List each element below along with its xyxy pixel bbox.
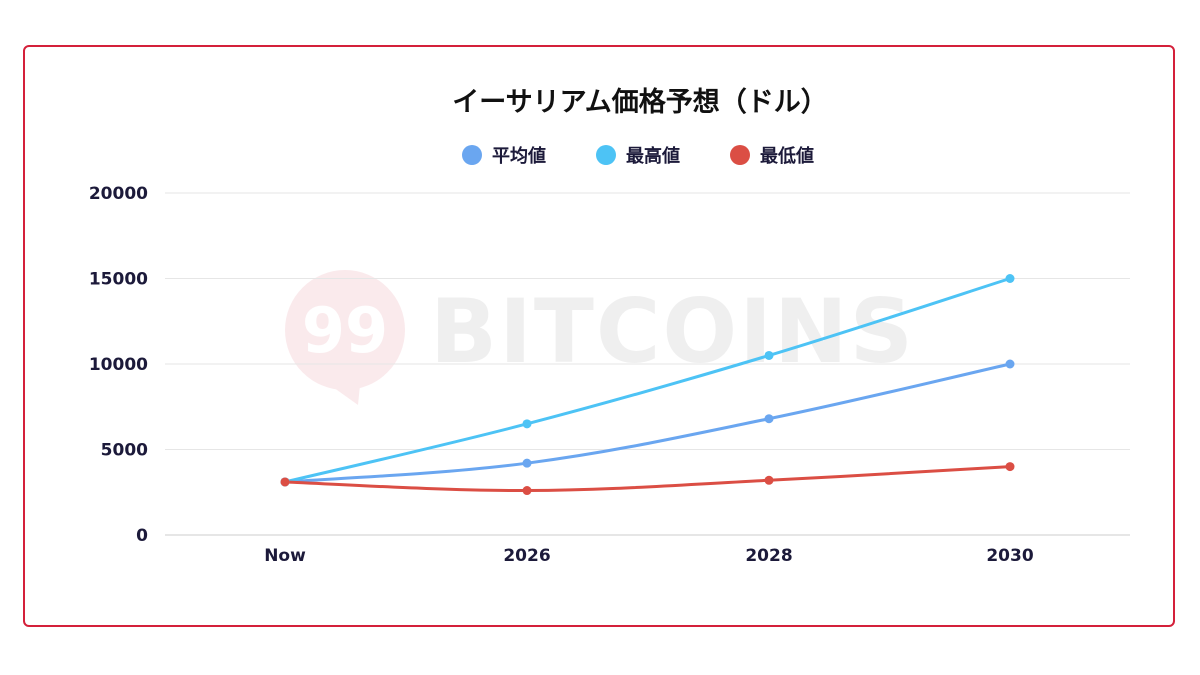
legend-label: 最高値	[626, 145, 680, 167]
y-tick-label: 15000	[89, 270, 148, 290]
watermark-logo: 99 BITCOINS	[285, 270, 915, 405]
legend-label: 最低値	[760, 145, 814, 167]
data-point	[1005, 462, 1015, 472]
data-point	[1005, 359, 1015, 369]
data-point	[280, 477, 290, 487]
data-point	[1005, 274, 1015, 283]
y-tick-label: 10000	[89, 355, 148, 375]
data-point	[522, 419, 532, 429]
legend-marker	[462, 145, 482, 165]
series-line	[284, 362, 1011, 484]
x-tick-label: Now	[264, 546, 306, 566]
y-tick-label: 20000	[89, 184, 148, 204]
data-point	[522, 458, 532, 468]
series-line	[284, 277, 1011, 484]
svg-text:99: 99	[302, 294, 388, 367]
x-tick-label: 2028	[745, 546, 792, 566]
svg-text:BITCOINS: BITCOINS	[430, 280, 915, 383]
data-point	[522, 486, 532, 496]
y-tick-label: 5000	[101, 441, 148, 461]
x-tick-label: 2026	[503, 546, 550, 566]
chart-frame	[23, 45, 1175, 627]
chart-title: イーサリアム価格予想（ドル）	[452, 87, 828, 118]
data-point	[764, 414, 774, 424]
data-point	[764, 350, 774, 360]
data-point	[764, 475, 774, 485]
legend: 平均値 最高値 最低値	[462, 145, 814, 167]
series-line	[284, 465, 1011, 493]
legend-marker	[730, 145, 750, 165]
x-tick-label: 2030	[986, 546, 1033, 566]
y-tick-label: 0	[136, 526, 148, 546]
legend-label: 平均値	[492, 145, 546, 167]
legend-marker	[596, 145, 616, 165]
